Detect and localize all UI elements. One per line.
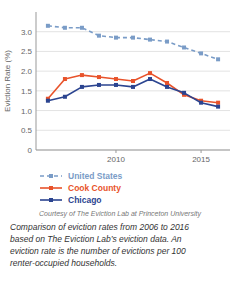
point-marker: [80, 26, 84, 30]
point-marker: [199, 101, 203, 105]
point-marker: [63, 95, 67, 99]
point-marker: [97, 34, 101, 38]
point-marker: [148, 77, 152, 81]
point-marker: [114, 36, 118, 40]
annotation-line: Courtesy of The Eviction Lab at Princeto…: [39, 210, 201, 218]
y-tick-label: 0: [28, 146, 33, 155]
y-tick-label: 2.0: [21, 67, 33, 76]
point-marker: [131, 85, 135, 89]
annotation-line: based on The Eviction Lab’s eviction dat…: [10, 234, 182, 244]
x-tick-label: 2015: [192, 155, 210, 164]
point-marker: [216, 101, 220, 105]
y-tick-label: 2.5: [21, 47, 33, 56]
point-marker: [165, 85, 169, 89]
point-marker: [165, 81, 169, 85]
point-marker: [114, 77, 118, 81]
legend-marker: [49, 174, 53, 178]
grid-line: [36, 130, 230, 131]
legend-marker: [49, 186, 53, 190]
caption-text: Comparison of eviction rates from 2006 t…: [10, 222, 189, 268]
annotation-line: eviction rate is the number of evictions…: [10, 246, 186, 256]
grid-line: [36, 110, 230, 111]
point-marker: [216, 105, 220, 109]
annotation-line: Comparison of eviction rates from 2006 t…: [10, 222, 189, 232]
legend-label: Chicago: [68, 195, 102, 205]
grid-line: [36, 90, 230, 91]
y-tick-label: 3.0: [21, 28, 33, 37]
grid-line: [36, 71, 230, 72]
point-marker: [97, 83, 101, 87]
plot-area: [46, 24, 220, 109]
series-line: [48, 79, 218, 107]
point-marker: [182, 45, 186, 49]
annotation-line: renter-occupied households.: [10, 258, 117, 268]
x-tick-label: 2010: [107, 155, 125, 164]
legend-label: United States: [68, 171, 123, 181]
point-marker: [148, 71, 152, 75]
point-marker: [131, 79, 135, 83]
grid-line: [36, 31, 230, 32]
y-tick-label: 1.0: [21, 107, 33, 116]
point-marker: [46, 24, 50, 28]
point-marker: [63, 26, 67, 30]
point-marker: [148, 38, 152, 42]
legend-marker: [49, 198, 53, 202]
point-marker: [182, 91, 186, 95]
point-marker: [199, 51, 203, 55]
y-axis: [36, 12, 37, 150]
y-axis-label: Eviction Rate (%): [3, 50, 12, 112]
point-marker: [131, 36, 135, 40]
point-marker: [80, 73, 84, 77]
x-axis: [36, 150, 230, 151]
legend-label: Cook County: [68, 183, 121, 193]
point-marker: [46, 99, 50, 103]
point-marker: [114, 83, 118, 87]
point-marker: [216, 57, 220, 61]
point-marker: [165, 40, 169, 44]
point-marker: [97, 75, 101, 79]
y-tick-label: 0.5: [21, 126, 33, 135]
series-line: [48, 26, 218, 60]
grid-line: [36, 150, 230, 151]
chart: 0 0.5 1.0 1.5 2.0 2.5 3.0 2010 2015 Eviction Rate…: [0, 0, 240, 300]
y-tick-label: 1.5: [21, 87, 33, 96]
courtesy-text: Courtesy of The Eviction Lab at Princeto…: [39, 210, 201, 218]
point-marker: [63, 77, 67, 81]
point-marker: [80, 85, 84, 89]
